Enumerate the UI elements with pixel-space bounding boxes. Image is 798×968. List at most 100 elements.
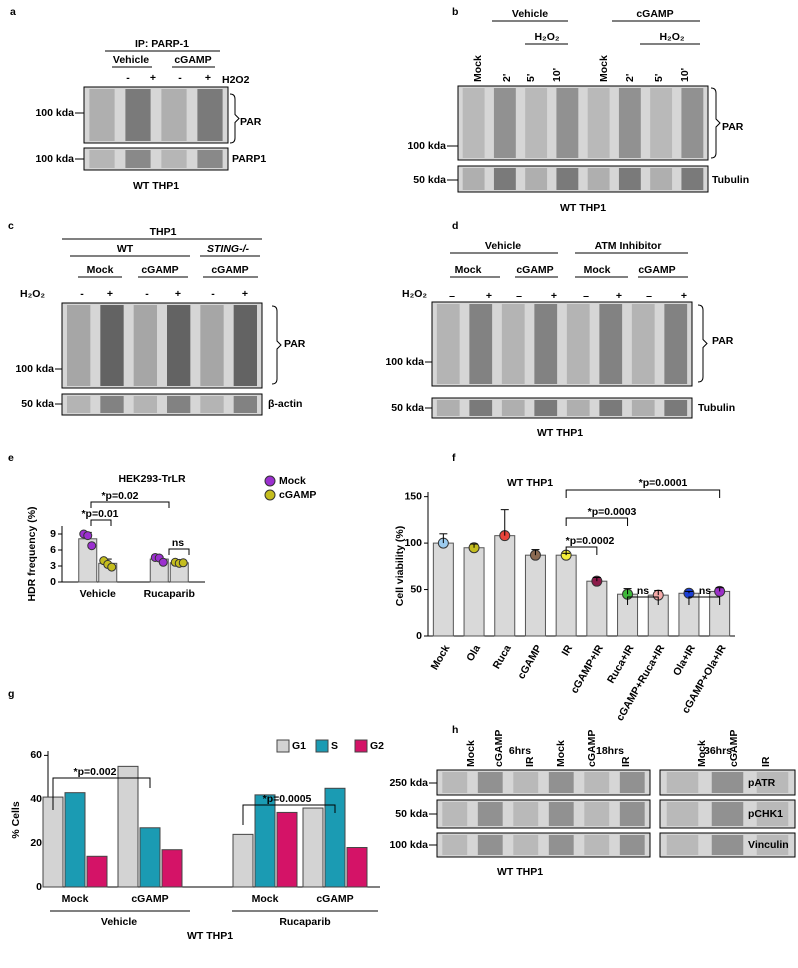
- label: cGAMP: [636, 8, 673, 20]
- bar: [42, 796, 64, 888]
- blot-lane: [167, 305, 191, 386]
- lane-label: Mock: [472, 55, 484, 82]
- blot-lane: [442, 772, 468, 793]
- blot-lane: [756, 802, 789, 826]
- lane-label: +: [486, 290, 492, 302]
- blot-lane: [711, 835, 744, 855]
- blot-lane: [67, 396, 91, 413]
- band-label: PAR: [722, 121, 744, 133]
- bar: [524, 554, 546, 637]
- blot-lane: [756, 835, 789, 855]
- blot: [61, 393, 263, 416]
- annotation: ns: [699, 585, 711, 597]
- data-point: [107, 562, 117, 572]
- blot-lane: [534, 400, 558, 416]
- bar: [276, 811, 298, 888]
- band-label: Tubulin: [698, 402, 735, 414]
- band-label: Tubulin: [712, 174, 749, 186]
- x-tick-label: IR: [560, 643, 576, 658]
- blot-lane: [631, 304, 655, 384]
- y-tick-label: 40: [30, 793, 42, 805]
- blot-lane: [513, 802, 539, 826]
- lane-label: 10': [679, 68, 691, 82]
- chart-title: HEK293-TrLR: [118, 473, 186, 485]
- blot-lane: [67, 305, 91, 386]
- panel-letter: a: [10, 6, 16, 18]
- blot-lane: [666, 835, 699, 855]
- marker: 50 kda: [21, 398, 54, 410]
- lane-label: cGAMP: [728, 730, 740, 767]
- bracket: [90, 519, 112, 526]
- blot-lane: [619, 802, 645, 826]
- blot-lane: [534, 304, 558, 384]
- lane-label: +: [205, 72, 211, 84]
- blot-lane: [618, 88, 641, 158]
- marker: 100 kda: [389, 839, 428, 851]
- label: cGAMP: [141, 264, 178, 276]
- blot-lane: [469, 304, 493, 384]
- data-point: [158, 557, 168, 567]
- x-tick-label: Ola: [464, 643, 483, 664]
- y-axis-label: % Cells: [10, 801, 22, 839]
- lane-label: +: [242, 288, 248, 300]
- blot-lane: [664, 400, 688, 416]
- blot: [436, 832, 651, 858]
- blot-lane: [89, 89, 115, 141]
- blot-lane: [513, 835, 539, 855]
- label: WT: [117, 243, 134, 255]
- blot-lane: [619, 835, 645, 855]
- lane-label: IR: [524, 756, 536, 767]
- lane-label: Mock: [555, 740, 567, 767]
- blot-lane: [584, 802, 610, 826]
- marker: 50 kda: [413, 174, 446, 186]
- blot-lane: [493, 88, 516, 158]
- label: Vehicle: [512, 8, 548, 20]
- bar: [324, 787, 346, 888]
- label: cGAMP: [516, 264, 553, 276]
- label: H₂O₂: [402, 288, 427, 300]
- legend-label: Mock: [279, 475, 306, 487]
- lane-label: -: [178, 72, 182, 84]
- blot-lane: [711, 802, 744, 826]
- blot: [659, 799, 796, 829]
- bracket: [688, 596, 721, 605]
- blot-lane: [587, 88, 610, 158]
- blot-lane: [599, 304, 623, 384]
- lane-label: +: [681, 290, 687, 302]
- panel-letter: c: [8, 220, 14, 232]
- y-tick-label: 3: [50, 560, 56, 572]
- blot-lane: [462, 168, 485, 190]
- label: STING-/-: [207, 243, 249, 255]
- label: Vehicle: [113, 54, 149, 66]
- lane-label: –: [583, 290, 589, 302]
- bar: [139, 827, 161, 888]
- lane-label: 2': [501, 74, 513, 82]
- x-tick-label: Ruca+IR: [605, 643, 637, 686]
- band-label: β-actin: [268, 398, 302, 410]
- chart-title: WT THP1: [507, 477, 553, 489]
- data-point: [178, 558, 188, 568]
- annotation: *p=0.002: [74, 766, 117, 778]
- blot-lane: [525, 168, 548, 190]
- blot-lane: [666, 772, 699, 793]
- bar: [254, 794, 276, 888]
- lane-label: +: [175, 288, 181, 300]
- legend-swatch: [354, 739, 368, 753]
- annotation: ns: [637, 585, 649, 597]
- band-label: Vinculin: [748, 839, 789, 851]
- marker: 100 kda: [35, 107, 74, 119]
- label: Mock: [87, 264, 114, 276]
- label: cGAMP: [174, 54, 211, 66]
- blot-lane: [681, 88, 704, 158]
- x-tick-label: Mock: [429, 643, 453, 672]
- blot-lane: [556, 88, 579, 158]
- blot-lane: [133, 305, 157, 386]
- label: cGAMP: [638, 264, 675, 276]
- x-tick-label: cGAMP: [131, 893, 168, 905]
- blot-lane: [566, 304, 590, 384]
- blot-lane: [161, 89, 187, 141]
- blot-lane: [200, 396, 224, 413]
- x-axis-label: WT THP1: [187, 930, 233, 942]
- brace: [697, 304, 708, 383]
